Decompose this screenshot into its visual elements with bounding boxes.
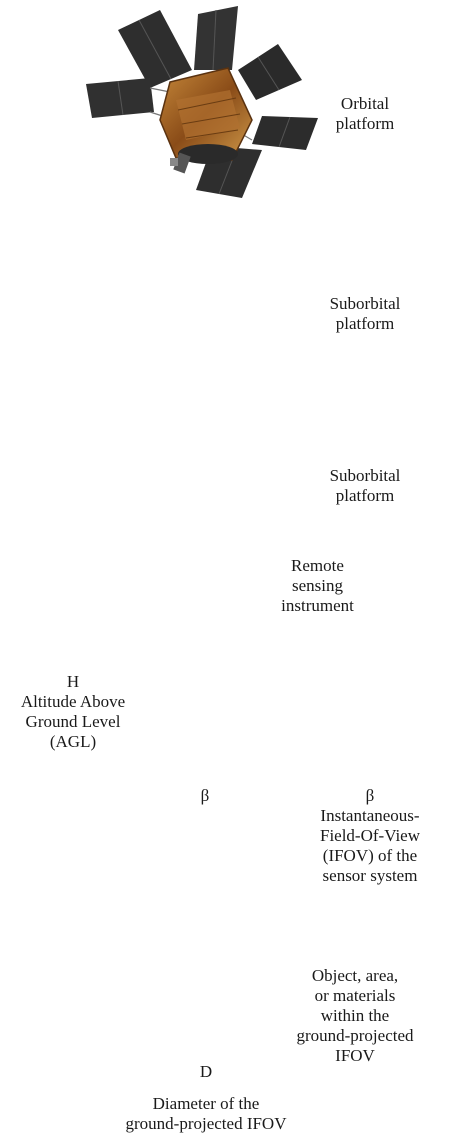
- satellite-icon: [86, 6, 318, 198]
- label-object-area: Object, area, or materials within the groun…: [296, 966, 414, 1065]
- label-orbital-platform: Orbital platform: [335, 94, 395, 133]
- label-altitude-agl: H Altitude Above Ground Level (AGL): [20, 672, 126, 751]
- label-beta-cone: β: [200, 786, 210, 805]
- label-suborbital-jet: Suborbital platform: [329, 294, 401, 333]
- label-diameter-symbol: D: [199, 1062, 213, 1081]
- label-remote-sensing-instrument: Remote sensing instrument: [281, 556, 354, 615]
- label-ifov: β Instantaneous- Field-Of-View (IFOV) of th…: [319, 786, 420, 885]
- label-suborbital-helicopter: Suborbital platform: [329, 466, 401, 505]
- label-diameter-ifov: Diameter of the ground-projected IFOV: [125, 1094, 287, 1133]
